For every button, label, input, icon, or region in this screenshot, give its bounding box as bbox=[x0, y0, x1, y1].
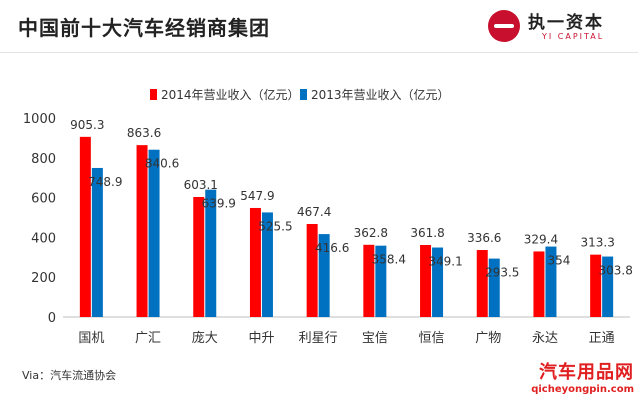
data-label-2013: 354 bbox=[547, 254, 570, 268]
data-label-2013: 293.5 bbox=[485, 266, 519, 280]
data-label-2014: 467.4 bbox=[297, 205, 331, 219]
data-label-2014: 361.8 bbox=[410, 226, 444, 240]
bar-2014 bbox=[590, 254, 602, 317]
x-tick-label: 宝信 bbox=[362, 331, 388, 346]
bar-2014 bbox=[476, 250, 488, 317]
x-tick-label: 国机 bbox=[78, 331, 104, 346]
data-label-2014: 863.6 bbox=[127, 126, 161, 140]
data-label-2013: 303.8 bbox=[598, 264, 632, 278]
bar-2013 bbox=[318, 234, 330, 317]
y-tick-label: 1000 bbox=[23, 112, 56, 127]
y-tick-label: 200 bbox=[31, 271, 56, 286]
bar-2013 bbox=[488, 258, 500, 317]
page-title: 中国前十大汽车经销商集团 bbox=[18, 16, 270, 40]
watermark-text-cn: 汽车用品网 bbox=[539, 362, 634, 383]
bar-2013 bbox=[375, 245, 387, 317]
logo-text-cn: 执一资本 bbox=[528, 13, 604, 33]
x-tick-label: 广汇 bbox=[135, 331, 161, 346]
bar-2013 bbox=[602, 256, 614, 317]
watermark-text-en: qicheyongpin.com bbox=[531, 384, 634, 395]
data-label-2013: 358.4 bbox=[372, 253, 406, 267]
revenue-bar-chart: 2014年营业收入（亿元） 2013年营业收入（亿元） 0 200 400 600 800 1… bbox=[23, 87, 633, 346]
source-note: Via：汽车流通协会 bbox=[22, 369, 117, 382]
x-tick-label: 利星行 bbox=[299, 331, 338, 346]
bar-2014 bbox=[136, 145, 148, 317]
y-tick-label: 400 bbox=[31, 231, 56, 246]
logo-mark-icon bbox=[488, 10, 520, 42]
legend-swatch-2 bbox=[300, 89, 307, 100]
logo-text-en: YI CAPITAL bbox=[542, 32, 605, 41]
legend-label-1: 2014年营业收入（亿元） bbox=[161, 87, 300, 102]
watermark: 汽车用品网 qicheyongpin.com bbox=[520, 358, 638, 403]
bar-2013 bbox=[205, 189, 217, 317]
x-tick-label: 永达 bbox=[532, 331, 558, 346]
x-tick-label: 恒信 bbox=[419, 331, 445, 346]
bar-2013 bbox=[545, 246, 557, 317]
legend-swatch-1 bbox=[150, 89, 157, 100]
data-label-2014: 905.3 bbox=[70, 118, 104, 132]
bar-2014 bbox=[533, 251, 545, 317]
y-tick-label: 800 bbox=[31, 152, 56, 167]
x-tick-label: 广物 bbox=[475, 331, 501, 346]
y-tick-label: 600 bbox=[31, 192, 56, 207]
company-logo: 执一资本 YI CAPITAL bbox=[482, 6, 632, 48]
bar-2014 bbox=[79, 136, 91, 317]
data-label-2014: 603.1 bbox=[184, 178, 218, 192]
data-label-2013: 416.6 bbox=[315, 241, 349, 255]
x-tick-label: 正通 bbox=[589, 331, 615, 346]
x-tick-label: 中升 bbox=[248, 331, 274, 346]
data-label-2014: 362.8 bbox=[354, 226, 388, 240]
data-label-2013: 525.5 bbox=[258, 219, 292, 233]
bar-2014 bbox=[193, 196, 205, 317]
data-label-2014: 329.4 bbox=[524, 232, 558, 246]
header-bar: 中国前十大汽车经销商集团 执一资本 YI CAPITAL bbox=[0, 0, 638, 53]
bar-2013 bbox=[91, 167, 103, 317]
x-tick-label: 庞大 bbox=[192, 330, 218, 346]
data-label-2013: 349.1 bbox=[428, 255, 462, 269]
bar-2014 bbox=[420, 245, 432, 317]
data-label-2013: 840.6 bbox=[145, 157, 179, 171]
bar-2013 bbox=[432, 247, 444, 317]
data-label-2014: 336.6 bbox=[467, 231, 501, 245]
bar-2014 bbox=[306, 223, 318, 317]
bar-2013 bbox=[148, 149, 160, 317]
bar-2014 bbox=[363, 244, 375, 317]
legend-label-2: 2013年营业收入（亿元） bbox=[311, 87, 450, 102]
data-label-2013: 748.9 bbox=[88, 175, 122, 189]
y-tick-label: 0 bbox=[48, 311, 56, 326]
bar-2013 bbox=[261, 212, 273, 317]
data-label-2014: 547.9 bbox=[240, 189, 274, 203]
data-label-2013: 639.9 bbox=[202, 197, 236, 211]
data-label-2014: 313.3 bbox=[580, 236, 614, 250]
bar-2014 bbox=[249, 207, 261, 317]
